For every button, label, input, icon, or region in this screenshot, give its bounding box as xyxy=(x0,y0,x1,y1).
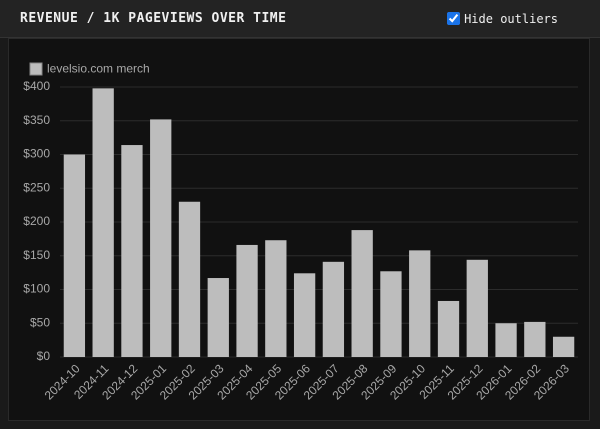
bar xyxy=(380,271,402,357)
bar xyxy=(236,244,258,357)
legend-swatch xyxy=(29,62,43,76)
bar xyxy=(178,201,201,357)
bar xyxy=(92,88,114,357)
bar xyxy=(351,230,373,357)
legend-label: levelsio.com merch xyxy=(47,62,150,76)
bar xyxy=(207,278,229,357)
bar xyxy=(293,273,316,357)
y-tick-label: $100 xyxy=(23,282,50,296)
bar xyxy=(63,154,86,357)
outlier-toggle[interactable]: Hide outliers xyxy=(447,12,558,26)
bar xyxy=(150,119,172,358)
y-tick-label: $200 xyxy=(23,214,50,228)
chart-title: REVENUE / 1K PAGEVIEWS OVER TIME xyxy=(20,11,287,26)
checkbox-label: Hide outliers xyxy=(464,11,558,26)
bar xyxy=(466,259,488,357)
bar xyxy=(409,250,431,357)
y-tick-label: $400 xyxy=(23,79,50,93)
chart: $0 $50 $100 $150 $200 $250 $300 $350 $400 levelsi… xyxy=(23,62,578,403)
bar xyxy=(322,261,345,357)
bar xyxy=(437,300,460,357)
panel-header: REVENUE / 1K PAGEVIEWS OVER TIME Hide ou… xyxy=(0,0,600,38)
bar xyxy=(495,323,517,357)
y-tick-label: $250 xyxy=(23,180,50,194)
bar xyxy=(552,336,575,357)
y-tick-label: $0 xyxy=(37,349,51,363)
bar xyxy=(524,321,546,357)
y-tick-label: $350 xyxy=(23,113,50,127)
y-tick-label: $300 xyxy=(23,147,50,161)
checkbox[interactable] xyxy=(447,12,461,25)
y-tick-label: $150 xyxy=(23,248,50,262)
bar xyxy=(121,145,143,357)
bar xyxy=(265,240,287,357)
y-tick-label: $50 xyxy=(30,315,50,329)
